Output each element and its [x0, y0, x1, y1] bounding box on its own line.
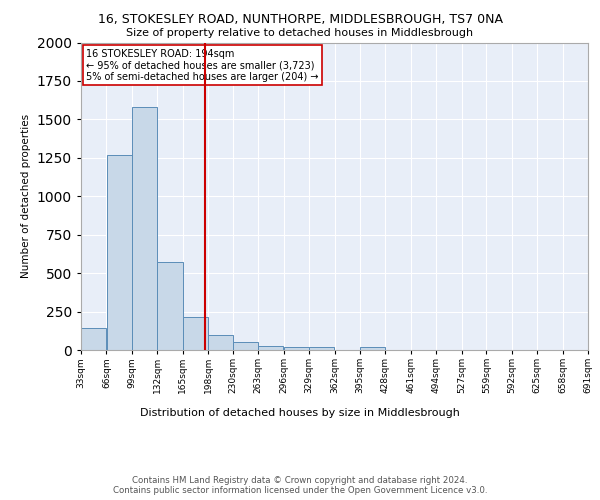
Text: 16, STOKESLEY ROAD, NUNTHORPE, MIDDLESBROUGH, TS7 0NA: 16, STOKESLEY ROAD, NUNTHORPE, MIDDLESBR…: [97, 12, 503, 26]
Bar: [360, 347, 385, 350]
Bar: [309, 347, 334, 350]
Bar: [107, 154, 131, 350]
Y-axis label: Number of detached properties: Number of detached properties: [21, 114, 31, 278]
Bar: [208, 334, 233, 350]
Bar: [157, 262, 182, 350]
Text: 16 STOKESLEY ROAD: 194sqm
← 95% of detached houses are smaller (3,723)
5% of sem: 16 STOKESLEY ROAD: 194sqm ← 95% of detac…: [86, 48, 319, 82]
Text: Contains HM Land Registry data © Crown copyright and database right 2024.
Contai: Contains HM Land Registry data © Crown c…: [113, 476, 487, 495]
Bar: [284, 347, 309, 350]
Bar: [132, 107, 157, 350]
Bar: [259, 346, 283, 350]
Bar: [81, 328, 106, 350]
Text: Size of property relative to detached houses in Middlesbrough: Size of property relative to detached ho…: [127, 28, 473, 38]
Bar: [183, 317, 208, 350]
Bar: [233, 342, 258, 350]
Text: Distribution of detached houses by size in Middlesbrough: Distribution of detached houses by size …: [140, 408, 460, 418]
